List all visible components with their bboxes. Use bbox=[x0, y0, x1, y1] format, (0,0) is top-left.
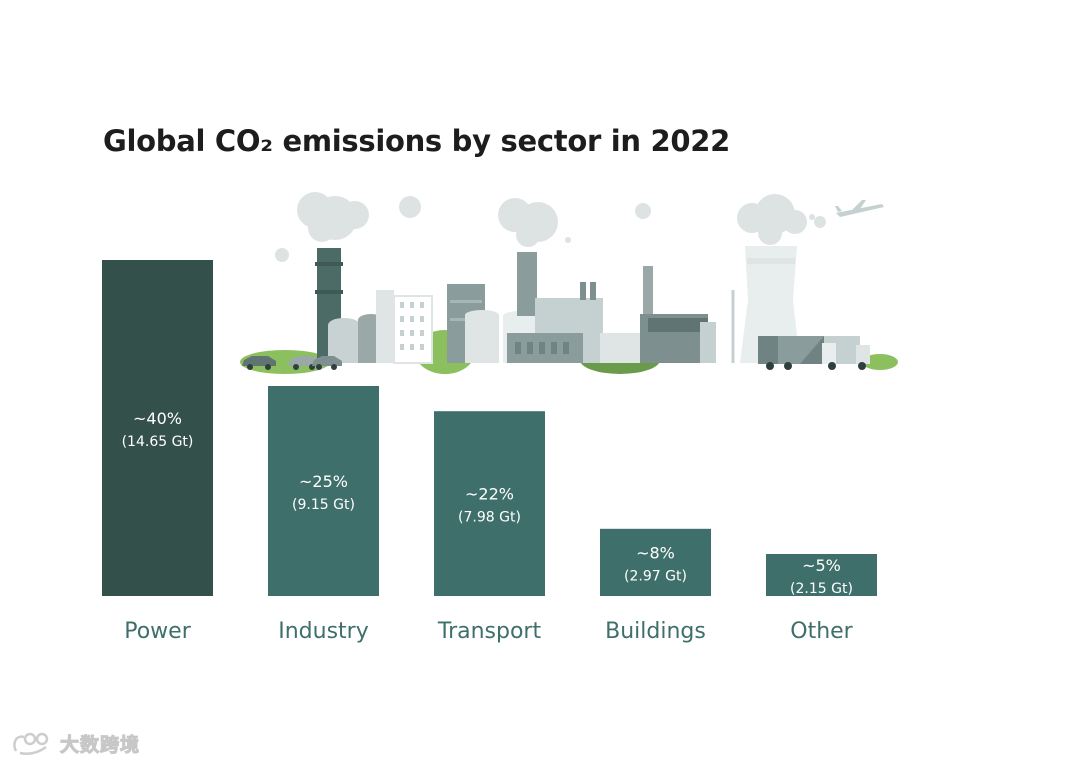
category-label-buildings: Buildings bbox=[605, 619, 706, 644]
bar-power bbox=[102, 260, 213, 596]
bar-percent-label-power: ~40% bbox=[133, 409, 182, 428]
bar-value-label-industry: (9.15 Gt) bbox=[292, 497, 355, 513]
watermark: 大数跨境 bbox=[10, 730, 140, 757]
cooling-tower-icon bbox=[731, 246, 800, 363]
bar-value-label-buildings: (2.97 Gt) bbox=[624, 568, 687, 584]
watermark-logo-icon bbox=[13, 732, 49, 755]
bar-percent-label-industry: ~25% bbox=[299, 472, 348, 491]
bar-percent-label-buildings: ~8% bbox=[636, 543, 675, 562]
car-icon bbox=[242, 356, 342, 370]
bar-percent-label-other: ~5% bbox=[802, 556, 841, 575]
bar-transport bbox=[434, 411, 545, 596]
bar-value-label-power: (14.65 Gt) bbox=[122, 434, 194, 450]
bars-layer: ~40% (14.65 Gt) Power ~25% (9.15 Gt) Industry… bbox=[102, 260, 877, 644]
bar-percent-label-transport: ~22% bbox=[465, 485, 514, 504]
truck-icon bbox=[758, 336, 870, 370]
category-label-power: Power bbox=[124, 619, 191, 644]
bar-other bbox=[766, 554, 877, 596]
bar-buildings bbox=[600, 528, 711, 596]
factory-icon bbox=[447, 252, 716, 363]
airplane-icon bbox=[835, 200, 884, 217]
industry-illustration bbox=[240, 192, 898, 374]
watermark-text: 大数跨境 bbox=[59, 734, 141, 757]
category-label-other: Other bbox=[790, 619, 853, 644]
bar-value-label-other: (2.15 Gt) bbox=[790, 581, 853, 597]
bar-value-label-transport: (7.98 Gt) bbox=[458, 510, 521, 526]
category-label-industry: Industry bbox=[278, 619, 369, 644]
category-label-transport: Transport bbox=[437, 619, 542, 644]
chart-title: Global CO₂ emissions by sector in 2022 bbox=[103, 124, 731, 158]
bar-industry bbox=[268, 386, 379, 596]
cloud-icon bbox=[275, 192, 826, 262]
